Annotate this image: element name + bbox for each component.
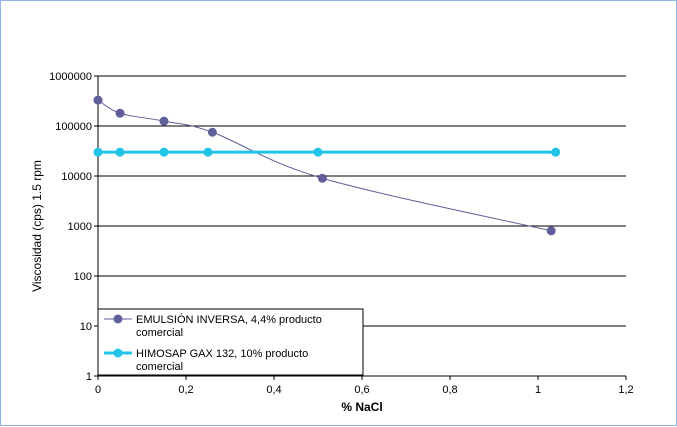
- y-tick-label: 10: [80, 321, 92, 333]
- legend-2-text-line-1: HIMOSAP GAX 132, 10% producto: [136, 348, 308, 360]
- series-2-point: [93, 147, 103, 157]
- legend-entry-2: HIMOSAP GAX 132, 10% producto comercial: [104, 348, 308, 373]
- x-tick-label: 0,8: [442, 384, 457, 396]
- legend: EMULSIÓN INVERSA, 4,4% producto comercia…: [97, 308, 364, 376]
- y-tick-label: 1000000: [49, 71, 92, 83]
- y-tick-label: 100000: [55, 121, 92, 133]
- y-axis-title: Viscosidad (cps) 1.5 rpm: [30, 160, 44, 292]
- x-tick-label: 0: [95, 384, 101, 396]
- x-tick-label: 0,4: [266, 384, 281, 396]
- legend-1-text-line-1: EMULSIÓN INVERSA, 4,4% producto: [136, 313, 322, 326]
- y-tick-label: 10000: [61, 171, 92, 183]
- series-1-point: [317, 173, 327, 183]
- series-1-point: [207, 127, 217, 137]
- legend-box: [97, 308, 364, 376]
- legend-2-marker: [113, 348, 123, 358]
- series-1-point: [546, 226, 556, 236]
- legend-1-marker: [113, 314, 123, 324]
- legend-2-text-line-2: comercial: [136, 361, 183, 373]
- series-2-point: [159, 147, 169, 157]
- x-axis-title: % NaCl: [341, 400, 382, 414]
- x-tick-label: 0,6: [354, 384, 369, 396]
- series-layer: [93, 95, 561, 236]
- y-tick-label: 1: [86, 371, 92, 383]
- legend-1-text-line-2: comercial: [136, 327, 183, 339]
- legend-entry-1: EMULSIÓN INVERSA, 4,4% producto comercia…: [104, 313, 322, 339]
- y-tick-label: 100: [74, 271, 92, 283]
- x-tick-label: 1: [535, 384, 541, 396]
- x-tick-label: 1,2: [618, 384, 633, 396]
- x-tick-label: 0,2: [178, 384, 193, 396]
- series-2-point: [203, 147, 213, 157]
- axis-layer: 1 10 100 1000 10000 100000 1000000 0 0,2 0,4 0,6 0,…: [49, 71, 633, 396]
- series-2-point: [313, 147, 323, 157]
- y-tick-label: 1000: [68, 221, 92, 233]
- series-2-point: [551, 147, 561, 157]
- series-1-point: [115, 108, 125, 118]
- series-2-point: [115, 147, 125, 157]
- series-1-point: [159, 116, 169, 126]
- series-1-point: [93, 95, 103, 105]
